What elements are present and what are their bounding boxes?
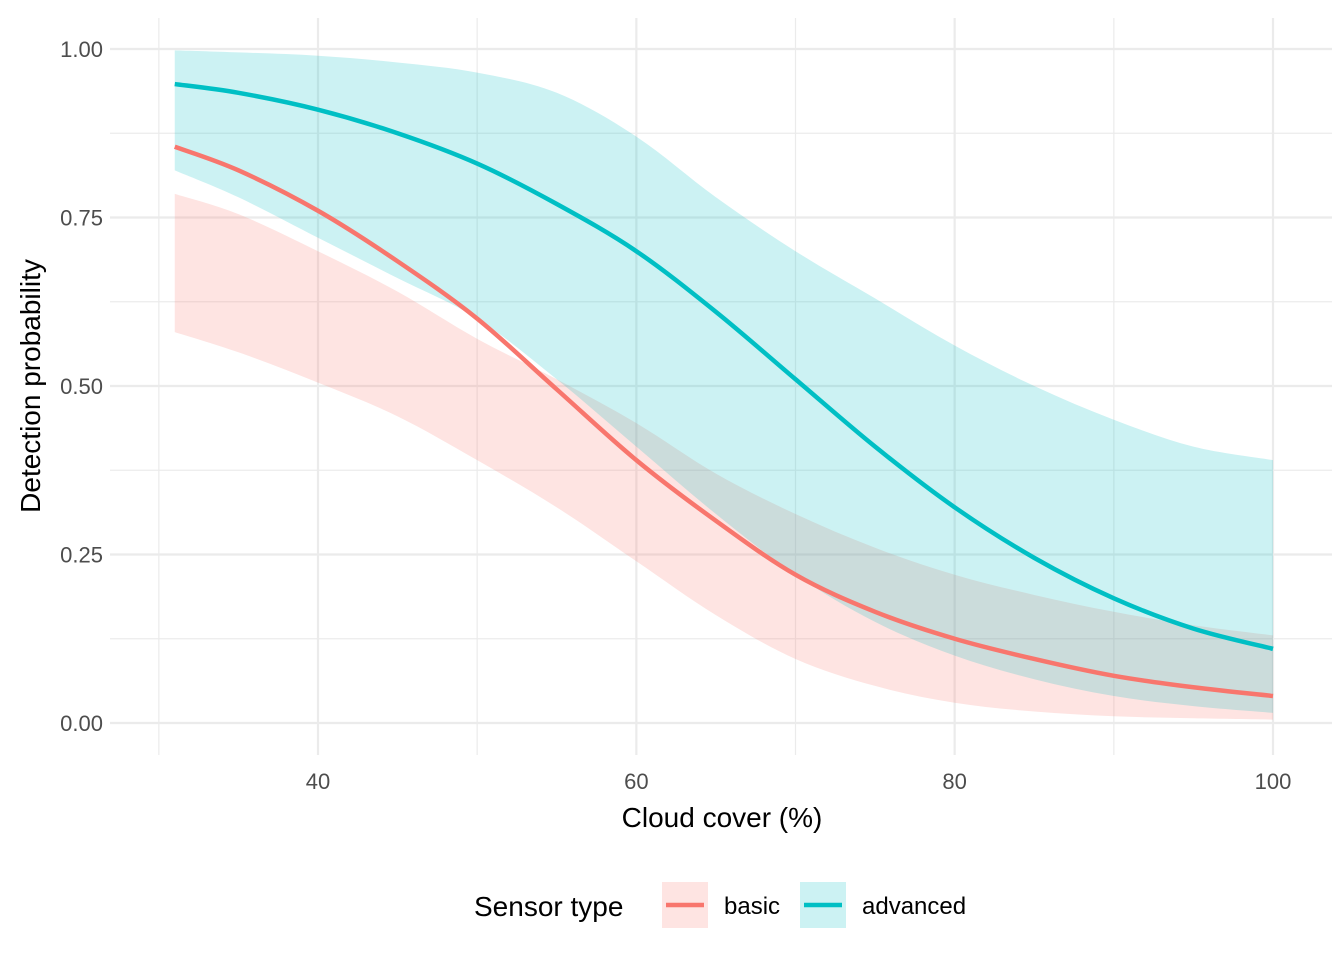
- line-advanced: [174, 81, 1274, 652]
- x-tick-label: 100: [1255, 769, 1292, 794]
- line-layer: [173, 81, 1274, 699]
- legend: Sensor type basic advanced: [474, 882, 966, 928]
- legend-label-basic: basic: [724, 893, 780, 920]
- legend-items: basic advanced: [662, 882, 966, 928]
- ribbon-layer: [174, 50, 1273, 720]
- x-tick-label: 40: [306, 769, 330, 794]
- y-tick-label: 0.50: [60, 374, 103, 399]
- grid-layer: [110, 18, 1332, 755]
- legend-label-advanced: advanced: [862, 893, 966, 920]
- y-tick-label: 0.75: [60, 206, 103, 231]
- ribbon-advanced: [174, 50, 1273, 713]
- legend-item-advanced: advanced: [800, 882, 966, 928]
- x-tick-label: 80: [942, 769, 966, 794]
- x-axis-title: Cloud cover (%): [622, 802, 823, 833]
- y-tick-label: 1.00: [60, 37, 103, 62]
- ribbon-basic: [174, 193, 1273, 720]
- legend-item-basic: basic: [662, 882, 780, 928]
- y-tick-label: 0.00: [60, 711, 103, 736]
- axis-layer: 40 60 80 100 0.00 0.25 0.50 0.75 1.00: [60, 37, 1291, 794]
- y-axis-title: Detection probability: [15, 259, 46, 513]
- legend-title: Sensor type: [474, 891, 623, 922]
- y-tick-label: 0.25: [60, 543, 103, 568]
- line-basic: [173, 144, 1274, 699]
- x-tick-label: 60: [624, 769, 648, 794]
